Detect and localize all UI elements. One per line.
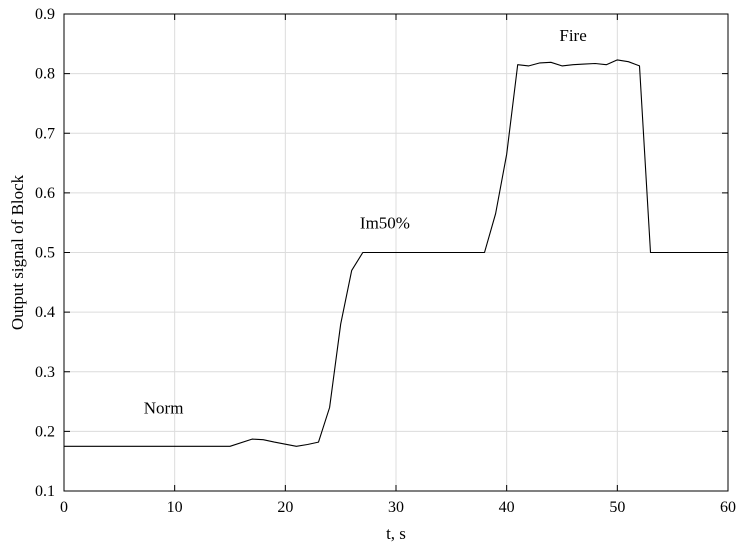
x-tick-label: 30 <box>388 499 404 516</box>
annotation-label: Fire <box>559 26 586 45</box>
x-tick-label: 50 <box>609 499 625 516</box>
x-tick-label: 20 <box>277 499 293 516</box>
x-tick-label: 10 <box>167 499 183 516</box>
y-axis-ticks: 0.1 0.2 0.3 0.4 0.5 0.6 0.7 0.8 0.9 <box>35 6 728 500</box>
y-tick-label: 0.3 <box>35 364 55 381</box>
y-tick-label: 0.9 <box>35 6 55 23</box>
y-tick-label: 0.8 <box>35 66 55 83</box>
x-axis-ticks: 0 10 20 30 40 50 60 <box>60 14 736 516</box>
y-tick-label: 0.2 <box>35 423 55 440</box>
y-tick-label: 0.4 <box>35 304 55 321</box>
y-tick-label: 0.1 <box>35 483 55 500</box>
y-axis-label: Output signal of Block <box>8 174 27 330</box>
annotations: Norm Im50% Fire <box>144 26 587 418</box>
y-tick-label: 0.6 <box>35 185 55 202</box>
x-axis-label: t, s <box>386 524 406 543</box>
y-tick-label: 0.7 <box>35 125 55 142</box>
x-tick-label: 60 <box>720 499 736 516</box>
y-tick-label: 0.5 <box>35 245 55 262</box>
x-tick-label: 40 <box>499 499 515 516</box>
x-tick-label: 0 <box>60 499 68 516</box>
series-line <box>64 59 728 447</box>
annotation-label: Im50% <box>360 214 410 233</box>
series-layer <box>64 59 728 447</box>
annotation-label: Norm <box>144 398 184 417</box>
